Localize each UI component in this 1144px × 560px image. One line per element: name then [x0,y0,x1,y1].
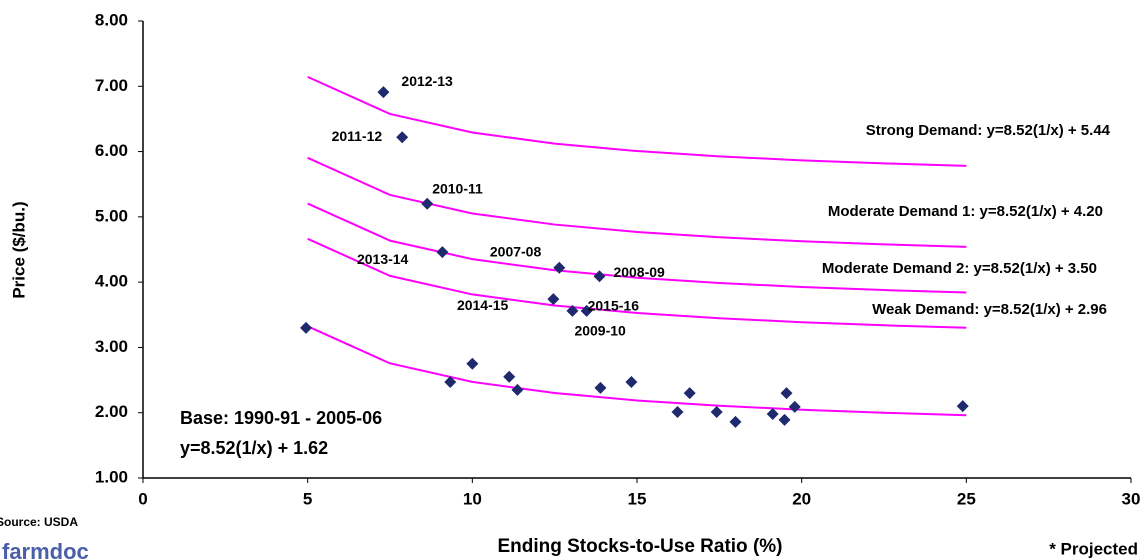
demand-curve [307,75,967,167]
year-label: 2008-09 [613,264,665,280]
data-point [766,408,779,421]
demand-curve [307,325,967,417]
data-point [778,413,791,426]
data-point [729,415,742,428]
data-point [956,400,969,413]
y-tick-label: 3.00 [95,337,128,356]
data-point [377,86,390,99]
curve-label: y=8.52(1/x) + 1.62 [180,438,328,458]
curve-label: Moderate Demand 2: y=8.52(1/x) + 3.50 [822,260,1097,277]
x-tick-label: 20 [792,489,811,508]
y-tick-label: 8.00 [95,10,128,29]
x-tick-label: 0 [138,489,147,508]
data-point [436,246,449,259]
x-tick-label: 30 [1122,489,1141,508]
data-point [580,304,593,317]
data-point [547,293,560,306]
x-tick-label: 5 [303,489,312,508]
y-axis-title: Price ($/bu.) [9,201,28,298]
curve-label: Moderate Demand 1: y=8.52(1/x) + 4.20 [828,203,1103,220]
y-tick-label: 5.00 [95,206,128,225]
year-label: 2007-08 [490,243,542,259]
y-tick-label: 7.00 [95,76,128,95]
y-tick-label: 6.00 [95,141,128,160]
data-point [396,131,409,144]
year-label: 2014-15 [457,297,509,313]
demand-curve [307,156,967,248]
data-point [593,270,606,283]
data-point [466,357,479,370]
data-point [671,406,684,419]
data-point [683,387,696,400]
year-label: 2013-14 [357,251,409,267]
year-label: 2009-10 [574,323,626,339]
data-point [300,321,313,334]
x-tick-label: 25 [957,489,976,508]
x-axis-title: Ending Stocks-to-Use Ratio (%) [497,536,782,557]
curve-label: Weak Demand: y=8.52(1/x) + 2.96 [872,301,1107,318]
data-point [625,376,638,389]
data-point [780,387,793,400]
year-label: 2015-16 [588,298,640,314]
x-tick-label: 15 [628,489,647,508]
data-point [788,400,801,413]
y-tick-label: 4.00 [95,272,128,291]
data-point [444,376,457,389]
year-label: 2011-12 [332,128,383,144]
data-point [421,197,434,210]
curve-label: Strong Demand: y=8.52(1/x) + 5.44 [866,122,1111,139]
year-label: 2010-11 [432,181,483,197]
curve-label: Base: 1990-91 - 2005-06 [180,408,382,428]
data-point [566,304,579,317]
year-label: 2012-13 [401,73,453,89]
data-point [710,406,723,419]
demand-curve [307,237,967,329]
source: Source: USDA [0,515,78,529]
y-tick-label: 1.00 [95,467,128,486]
logo: farmdoc [2,539,89,560]
note: * Projected [1049,539,1138,558]
data-point [503,370,516,383]
data-point [553,261,566,274]
data-point [511,383,524,396]
y-tick-label: 2.00 [95,402,128,421]
x-tick-label: 10 [463,489,482,508]
data-point [594,381,607,394]
demand-curve [307,202,967,294]
